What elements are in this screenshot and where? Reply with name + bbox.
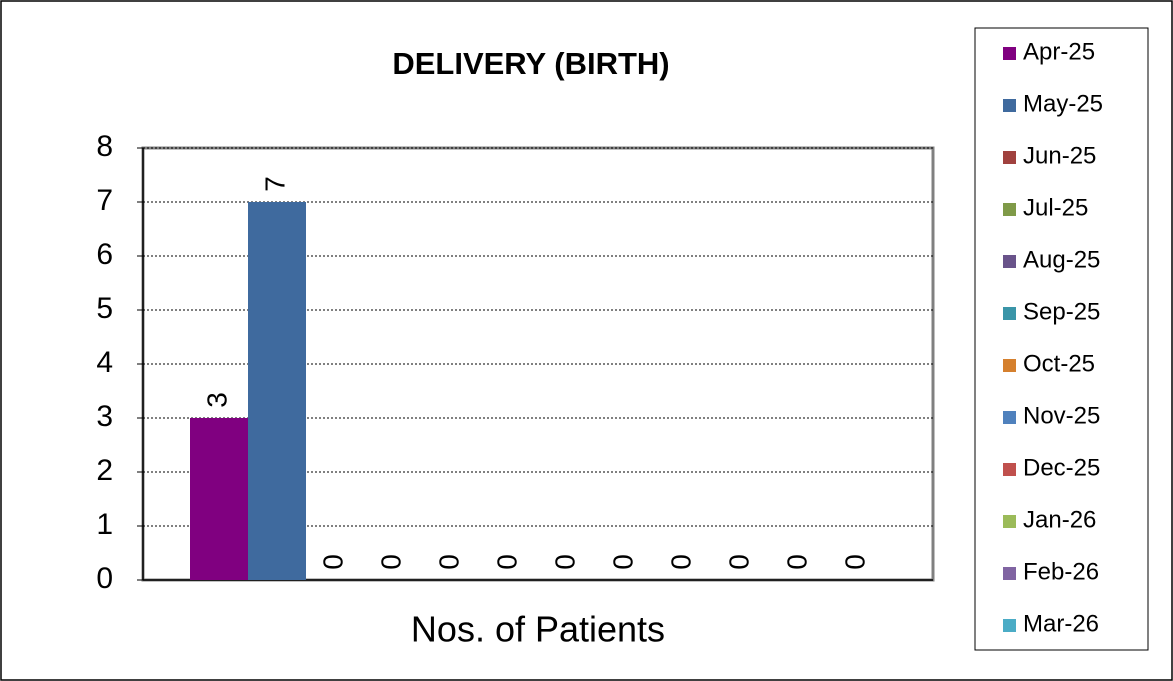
legend-swatch bbox=[1003, 619, 1016, 632]
y-tick-label: 6 bbox=[96, 238, 113, 271]
legend-label: Jul-25 bbox=[1023, 194, 1088, 221]
legend-box bbox=[974, 27, 1149, 651]
legend-label: Feb-26 bbox=[1023, 558, 1099, 585]
data-label: 0 bbox=[375, 554, 406, 570]
legend-swatch bbox=[1003, 47, 1016, 60]
legend-swatch bbox=[1003, 515, 1016, 528]
data-label: 0 bbox=[607, 554, 638, 570]
legend-label: Sep-25 bbox=[1023, 298, 1100, 325]
chart-title: DELIVERY (BIRTH) bbox=[392, 46, 669, 81]
data-label: 0 bbox=[491, 554, 522, 570]
y-tick-label: 7 bbox=[96, 184, 113, 217]
y-tick-label: 8 bbox=[96, 130, 113, 163]
legend-label: Jun-25 bbox=[1023, 142, 1096, 169]
y-tick-label: 2 bbox=[96, 454, 113, 487]
legend-swatch bbox=[1003, 463, 1016, 476]
legend-label: Dec-25 bbox=[1023, 454, 1100, 481]
data-label: 0 bbox=[665, 554, 696, 570]
y-tick-label: 0 bbox=[96, 562, 113, 595]
y-tick-label: 4 bbox=[96, 346, 113, 379]
data-label: 0 bbox=[781, 554, 812, 570]
legend-swatch bbox=[1003, 255, 1016, 268]
data-label: 0 bbox=[723, 554, 754, 570]
legend-label: Nov-25 bbox=[1023, 402, 1100, 429]
legend-label: Oct-25 bbox=[1023, 350, 1095, 377]
legend-swatch bbox=[1003, 359, 1016, 372]
legend-swatch bbox=[1003, 411, 1016, 424]
legend-label: May-25 bbox=[1023, 90, 1103, 117]
legend-label: Mar-26 bbox=[1023, 610, 1099, 637]
y-tick-label: 1 bbox=[96, 508, 113, 541]
legend-swatch bbox=[1003, 567, 1016, 580]
legend-label: Jan-26 bbox=[1023, 506, 1096, 533]
data-label: 0 bbox=[433, 554, 464, 570]
x-tick-label: Nos. of Patients bbox=[411, 609, 665, 650]
legend-label: Aug-25 bbox=[1023, 246, 1100, 273]
legend-label: Apr-25 bbox=[1023, 38, 1095, 65]
legend-swatch bbox=[1003, 151, 1016, 164]
data-label: 0 bbox=[839, 554, 870, 570]
y-tick-label: 3 bbox=[96, 400, 113, 433]
data-label: 0 bbox=[549, 554, 580, 570]
bar bbox=[248, 202, 306, 580]
data-label: 3 bbox=[201, 392, 232, 408]
legend-swatch bbox=[1003, 203, 1016, 216]
bar bbox=[190, 418, 248, 580]
legend-swatch bbox=[1003, 99, 1016, 112]
y-tick-label: 5 bbox=[96, 292, 113, 325]
data-label: 7 bbox=[259, 176, 290, 192]
legend-swatch bbox=[1003, 307, 1016, 320]
data-label: 0 bbox=[317, 554, 348, 570]
